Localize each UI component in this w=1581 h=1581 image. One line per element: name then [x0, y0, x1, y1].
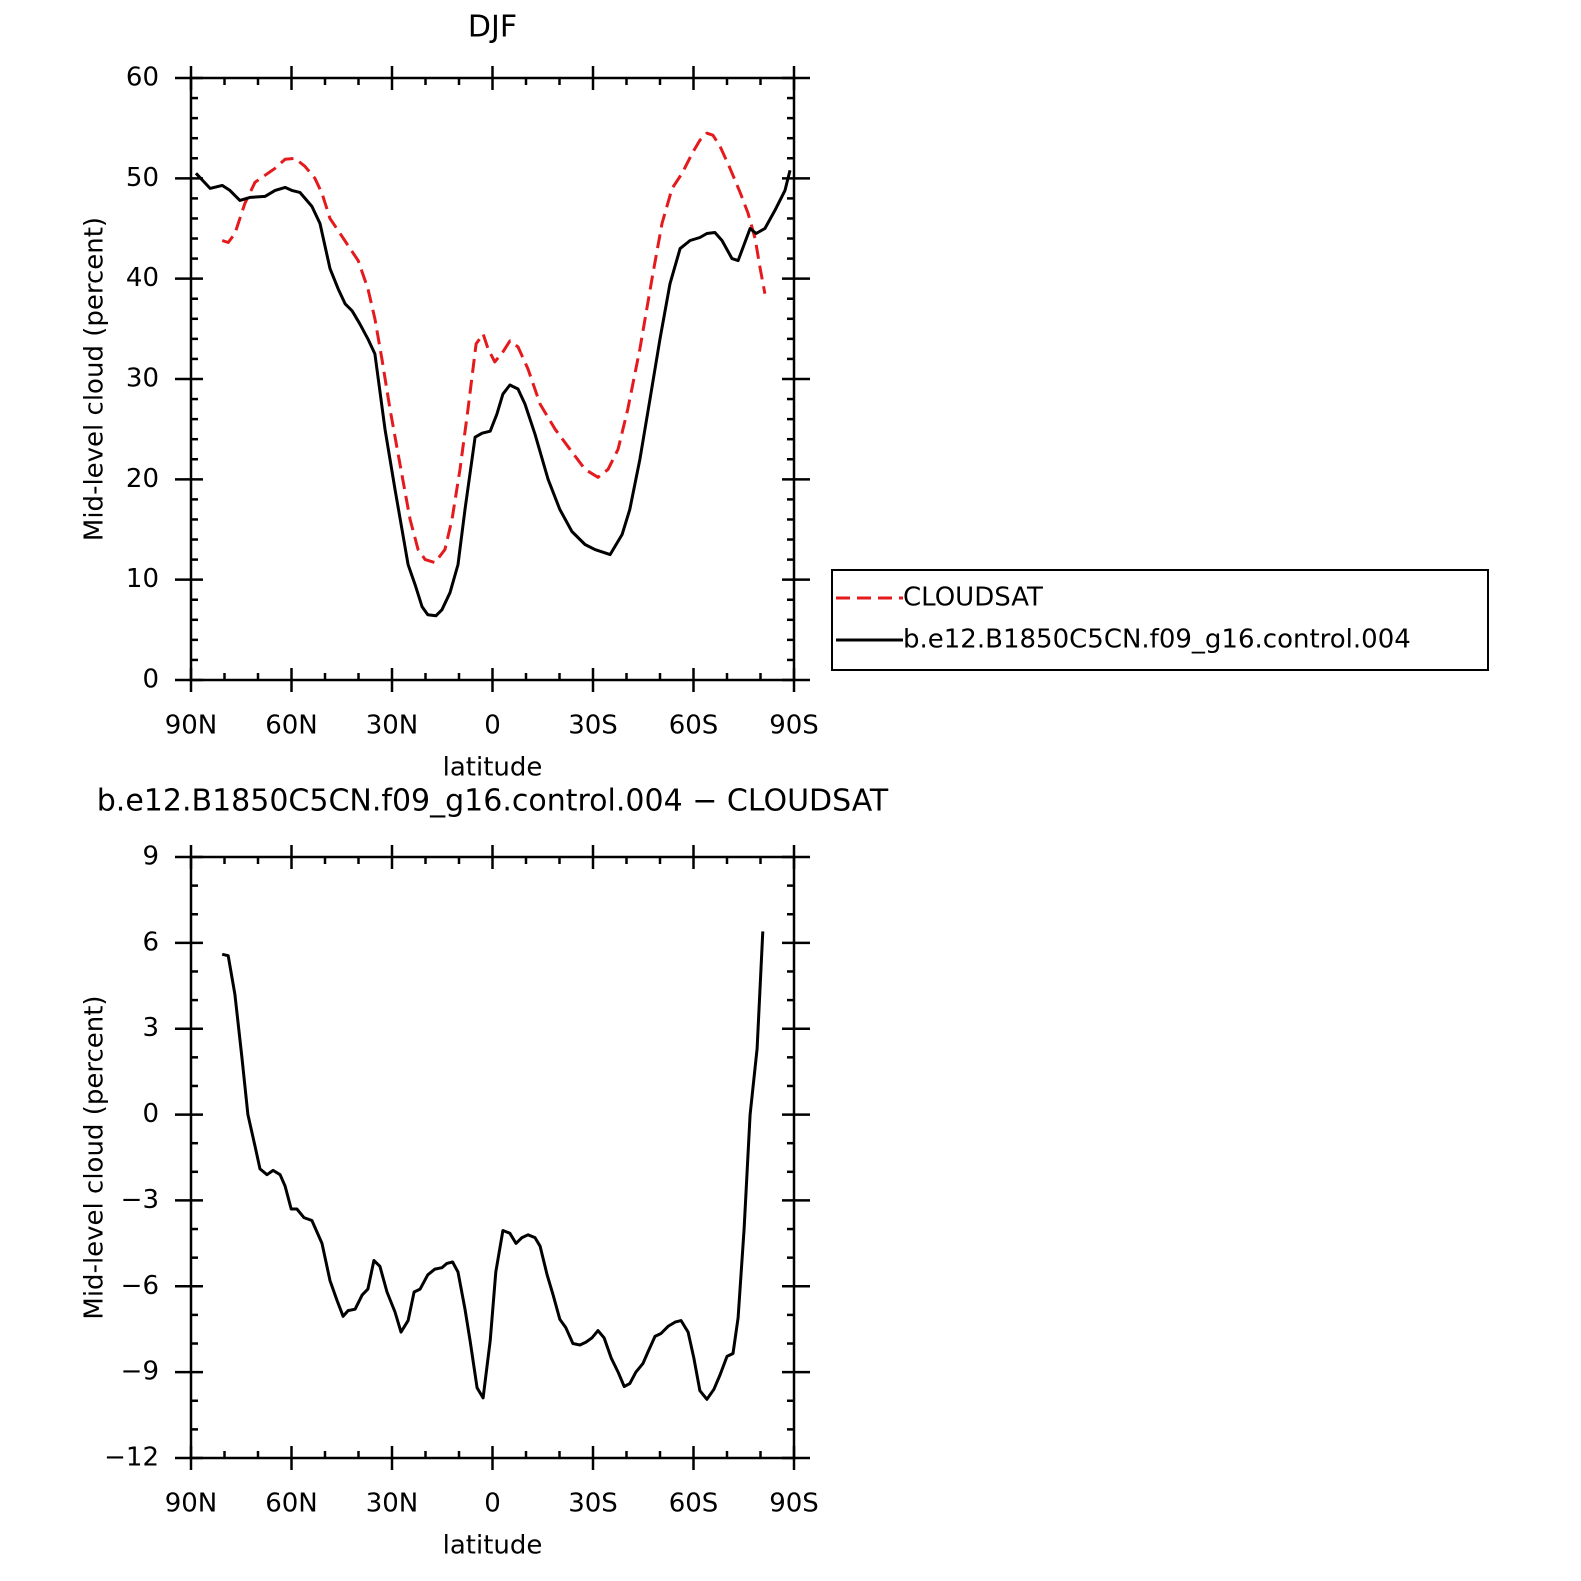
x-axis-label: latitude [443, 753, 543, 783]
x-tick-label: 30S [568, 1489, 618, 1519]
data-line [194, 169, 792, 618]
data-line [221, 931, 765, 1401]
y-tick-label: −12 [104, 1443, 159, 1473]
y-tick-label: 9 [142, 842, 159, 872]
y-axis-label: Mid-level cloud (percent) [80, 995, 110, 1319]
y-tick-label: 6 [142, 927, 159, 957]
y-axis-label: Mid-level cloud (percent) [80, 217, 110, 541]
plot-frame [189, 76, 796, 682]
x-tick-label: 30S [568, 711, 618, 741]
x-tick-label: 60S [669, 1489, 719, 1519]
legend-box [831, 569, 1489, 671]
y-tick-label: −9 [121, 1357, 159, 1387]
x-tick-label: 90N [165, 711, 218, 741]
x-tick-label: 90S [769, 711, 819, 741]
y-tick-label: 30 [126, 364, 159, 394]
legend-label: b.e12.B1850C5CN.f09_g16.control.004 [903, 625, 1411, 655]
y-tick-label: −6 [121, 1271, 159, 1301]
x-tick-label: 30N [366, 711, 419, 741]
y-tick-label: 0 [142, 665, 159, 695]
x-tick-label: 0 [484, 1489, 501, 1519]
legend-label: CLOUDSAT [903, 583, 1043, 613]
x-tick-label: 0 [484, 711, 501, 741]
y-tick-label: 40 [126, 263, 159, 293]
x-tick-label: 60N [265, 1489, 318, 1519]
x-tick-label: 60S [669, 711, 719, 741]
y-tick-label: 20 [126, 464, 159, 494]
y-tick-label: 0 [142, 1099, 159, 1129]
y-tick-label: 3 [142, 1013, 159, 1043]
x-axis-label: latitude [443, 1531, 543, 1561]
y-tick-label: 60 [126, 63, 159, 93]
x-tick-label: 90S [769, 1489, 819, 1519]
chart-title: DJF [468, 10, 517, 45]
chart-title: b.e12.B1850C5CN.f09_g16.control.004 − CL… [97, 784, 889, 819]
x-tick-label: 60N [265, 711, 318, 741]
x-tick-label: 30N [366, 1489, 419, 1519]
plot-frame [189, 855, 796, 1460]
x-tick-label: 90N [165, 1489, 218, 1519]
y-tick-label: −3 [121, 1185, 159, 1215]
y-tick-label: 10 [126, 564, 159, 594]
y-tick-label: 50 [126, 163, 159, 193]
data-line [221, 131, 767, 565]
